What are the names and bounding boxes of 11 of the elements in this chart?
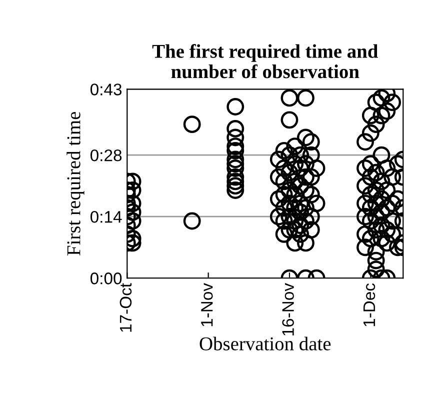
y-tick-label: 0:14 (90, 211, 122, 223)
y-tick-label: 0:28 (90, 149, 122, 162)
x-tick-label: 17-Oct (120, 283, 132, 332)
chart-title: The first required time and number of observation (152, 44, 378, 78)
x-tick-label: 1-Dec (364, 283, 376, 326)
x-tick-label: 1-Nov (201, 283, 213, 326)
y-tick-label: 0:00 (90, 272, 122, 284)
x-tick-label: 16-Nov (282, 283, 294, 336)
x-axis-title: Observation date (200, 336, 331, 350)
y-axis-title: First required time (66, 112, 84, 256)
y-tick-label: 0:43 (90, 84, 122, 96)
